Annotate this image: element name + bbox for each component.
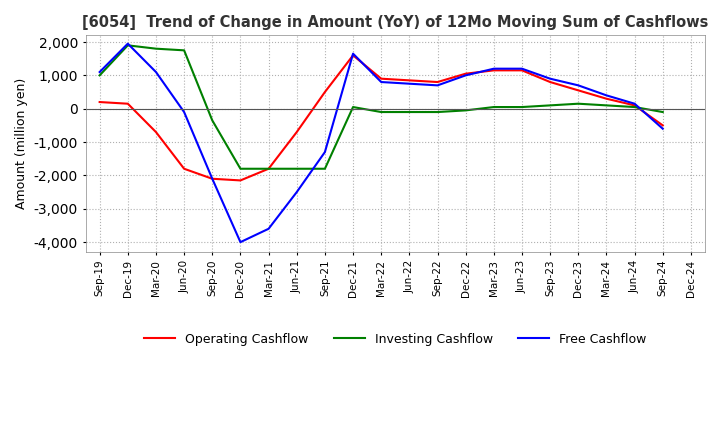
Operating Cashflow <box>377 76 385 81</box>
Operating Cashflow <box>236 178 245 183</box>
Free Cashflow <box>405 81 414 86</box>
Free Cashflow <box>574 83 582 88</box>
Legend: Operating Cashflow, Investing Cashflow, Free Cashflow: Operating Cashflow, Investing Cashflow, … <box>139 328 652 351</box>
Free Cashflow <box>630 101 639 106</box>
Investing Cashflow <box>152 46 161 51</box>
Investing Cashflow <box>124 43 132 48</box>
Investing Cashflow <box>377 110 385 115</box>
Y-axis label: Amount (million yen): Amount (million yen) <box>15 78 28 209</box>
Operating Cashflow <box>602 96 611 101</box>
Operating Cashflow <box>659 123 667 128</box>
Operating Cashflow <box>433 79 442 84</box>
Operating Cashflow <box>95 99 104 105</box>
Operating Cashflow <box>630 103 639 108</box>
Investing Cashflow <box>348 104 357 110</box>
Free Cashflow <box>348 51 357 56</box>
Investing Cashflow <box>659 110 667 115</box>
Free Cashflow <box>95 70 104 75</box>
Operating Cashflow <box>462 71 470 76</box>
Line: Operating Cashflow: Operating Cashflow <box>99 55 663 180</box>
Investing Cashflow <box>405 110 414 115</box>
Free Cashflow <box>124 41 132 46</box>
Investing Cashflow <box>546 103 554 108</box>
Line: Investing Cashflow: Investing Cashflow <box>99 45 663 169</box>
Investing Cashflow <box>602 103 611 108</box>
Free Cashflow <box>659 126 667 132</box>
Investing Cashflow <box>95 73 104 78</box>
Free Cashflow <box>377 79 385 84</box>
Investing Cashflow <box>292 166 301 172</box>
Operating Cashflow <box>180 166 189 172</box>
Investing Cashflow <box>574 101 582 106</box>
Free Cashflow <box>602 93 611 98</box>
Investing Cashflow <box>320 166 329 172</box>
Operating Cashflow <box>490 68 498 73</box>
Free Cashflow <box>236 239 245 245</box>
Free Cashflow <box>208 176 217 181</box>
Investing Cashflow <box>518 104 526 110</box>
Investing Cashflow <box>264 166 273 172</box>
Free Cashflow <box>320 150 329 155</box>
Free Cashflow <box>462 73 470 78</box>
Free Cashflow <box>292 190 301 195</box>
Operating Cashflow <box>546 79 554 84</box>
Operating Cashflow <box>208 176 217 181</box>
Free Cashflow <box>264 226 273 231</box>
Operating Cashflow <box>518 68 526 73</box>
Investing Cashflow <box>208 118 217 123</box>
Operating Cashflow <box>574 88 582 93</box>
Operating Cashflow <box>264 166 273 172</box>
Line: Free Cashflow: Free Cashflow <box>99 44 663 242</box>
Operating Cashflow <box>320 89 329 95</box>
Operating Cashflow <box>152 129 161 135</box>
Free Cashflow <box>180 110 189 115</box>
Free Cashflow <box>152 70 161 75</box>
Investing Cashflow <box>180 48 189 53</box>
Operating Cashflow <box>292 129 301 135</box>
Free Cashflow <box>546 76 554 81</box>
Operating Cashflow <box>405 78 414 83</box>
Investing Cashflow <box>433 110 442 115</box>
Investing Cashflow <box>236 166 245 172</box>
Investing Cashflow <box>490 104 498 110</box>
Investing Cashflow <box>462 108 470 113</box>
Free Cashflow <box>518 66 526 71</box>
Free Cashflow <box>433 83 442 88</box>
Free Cashflow <box>490 66 498 71</box>
Title: [6054]  Trend of Change in Amount (YoY) of 12Mo Moving Sum of Cashflows: [6054] Trend of Change in Amount (YoY) o… <box>82 15 708 30</box>
Operating Cashflow <box>124 101 132 106</box>
Investing Cashflow <box>630 104 639 110</box>
Operating Cashflow <box>348 53 357 58</box>
